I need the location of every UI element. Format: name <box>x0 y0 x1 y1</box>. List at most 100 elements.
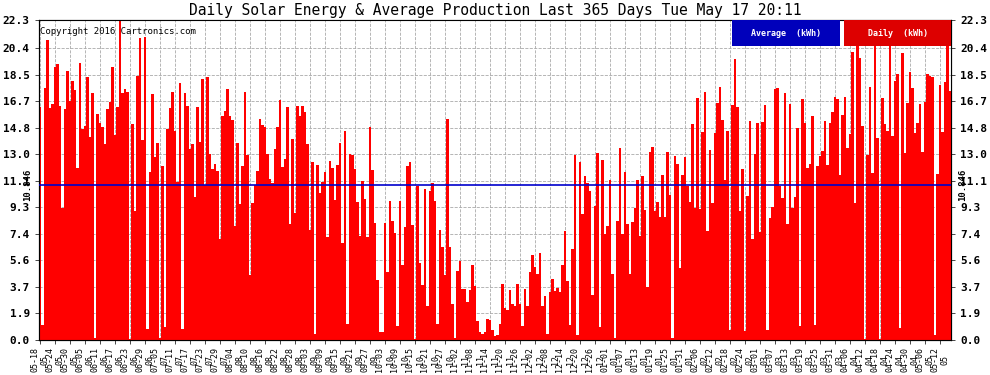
Bar <box>586 183 589 340</box>
Bar <box>694 208 696 340</box>
Bar <box>96 114 99 340</box>
Bar <box>556 288 558 340</box>
Bar <box>371 170 374 340</box>
Bar <box>258 119 261 340</box>
Bar <box>71 81 74 340</box>
Bar <box>843 97 846 340</box>
Bar <box>463 288 466 340</box>
Bar <box>389 201 391 340</box>
Bar <box>539 253 542 340</box>
Bar <box>781 198 784 340</box>
Bar <box>374 222 376 340</box>
Bar <box>616 221 619 340</box>
Bar <box>714 133 716 340</box>
Bar <box>66 70 68 340</box>
Bar <box>701 132 704 340</box>
Bar <box>496 335 499 340</box>
Bar <box>471 265 474 340</box>
Bar <box>274 148 276 340</box>
Bar <box>644 210 646 340</box>
Bar <box>611 274 614 340</box>
Bar <box>661 175 663 340</box>
Bar <box>219 238 222 340</box>
Bar <box>337 165 339 340</box>
Bar <box>914 133 916 340</box>
Bar <box>656 202 658 340</box>
Bar <box>576 335 579 340</box>
Bar <box>768 218 771 340</box>
Bar <box>606 225 609 340</box>
Bar <box>446 119 448 340</box>
Bar <box>934 335 937 340</box>
Bar <box>84 126 86 340</box>
Bar <box>927 74 929 340</box>
Bar <box>351 156 353 340</box>
Bar <box>776 88 779 340</box>
Bar <box>406 165 409 340</box>
Bar <box>634 207 637 340</box>
Bar <box>627 224 629 340</box>
Bar <box>244 92 247 340</box>
Bar <box>632 222 634 340</box>
Bar <box>799 326 801 340</box>
Bar <box>291 139 294 340</box>
Bar <box>256 171 258 340</box>
Bar <box>58 106 61 340</box>
Bar <box>437 324 439 340</box>
Bar <box>476 321 479 340</box>
Bar <box>439 230 442 340</box>
Bar <box>681 175 684 340</box>
Bar <box>414 339 416 340</box>
Bar <box>204 185 206 340</box>
Bar <box>268 179 271 340</box>
Bar <box>829 123 832 340</box>
Bar <box>132 124 134 340</box>
Bar <box>779 186 781 340</box>
Bar <box>171 93 174 340</box>
Bar <box>758 232 761 340</box>
Bar <box>353 169 356 340</box>
Bar <box>737 106 739 340</box>
Bar <box>484 332 486 340</box>
Bar <box>114 135 116 340</box>
Bar <box>332 168 334 340</box>
Bar <box>729 330 732 340</box>
Bar <box>206 77 209 340</box>
Bar <box>263 127 266 340</box>
Bar <box>719 87 722 340</box>
Bar <box>941 132 943 340</box>
Bar <box>311 162 314 340</box>
Bar <box>324 172 327 340</box>
Text: 10.846: 10.846 <box>24 168 33 201</box>
Bar <box>479 333 481 340</box>
Bar <box>416 186 419 340</box>
Bar <box>809 164 811 340</box>
Bar <box>234 226 237 340</box>
Bar <box>806 168 809 340</box>
Bar <box>56 64 58 340</box>
Bar <box>356 202 358 340</box>
Bar <box>429 191 432 340</box>
Bar <box>919 104 922 340</box>
Bar <box>281 167 284 340</box>
Text: Copyright 2016 Cartronics.com: Copyright 2016 Cartronics.com <box>40 27 196 36</box>
Bar <box>568 325 571 340</box>
Bar <box>289 224 291 340</box>
Bar <box>609 180 611 340</box>
Bar <box>553 291 556 340</box>
Bar <box>134 211 137 340</box>
Bar <box>486 320 489 340</box>
Bar <box>748 122 751 340</box>
Bar <box>796 128 799 340</box>
Bar <box>379 332 381 340</box>
Bar <box>727 131 729 340</box>
Bar <box>99 123 101 340</box>
Bar <box>294 213 296 340</box>
Bar <box>79 63 81 340</box>
Bar <box>147 329 148 340</box>
Bar <box>309 230 311 340</box>
Bar <box>922 152 924 340</box>
Bar <box>766 330 768 340</box>
Bar <box>163 327 166 340</box>
Bar <box>709 150 711 340</box>
